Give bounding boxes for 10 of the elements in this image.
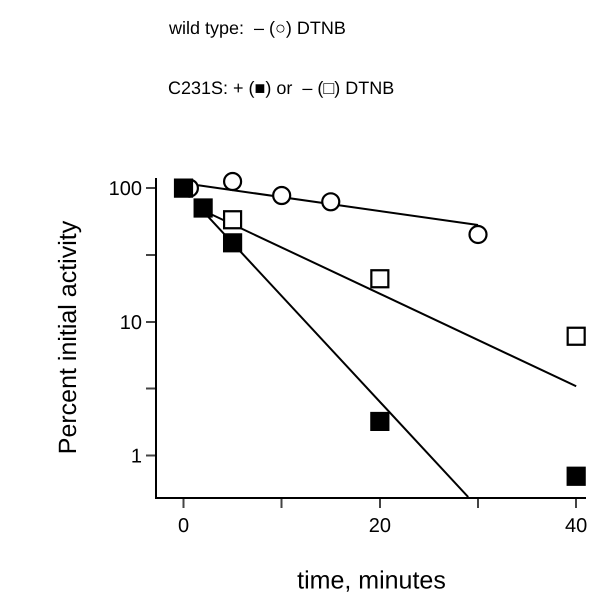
chart-subtitle: C231S: + (■) or – (□) DTNB <box>168 78 394 98</box>
x-tick-label: 20 <box>368 515 391 537</box>
y-tick-label: 10 <box>120 312 142 334</box>
y-tick-label: 1 <box>130 446 142 468</box>
x-tick-label: 40 <box>565 515 588 537</box>
y-axis-title: Percent initial activity <box>54 220 82 454</box>
y-tick-label: 100 <box>108 178 142 200</box>
chart-title: wild type: – (○) DTNB <box>168 18 346 38</box>
x-axis-title: time, minutes <box>297 566 446 594</box>
x-tick-label: 0 <box>178 515 190 537</box>
